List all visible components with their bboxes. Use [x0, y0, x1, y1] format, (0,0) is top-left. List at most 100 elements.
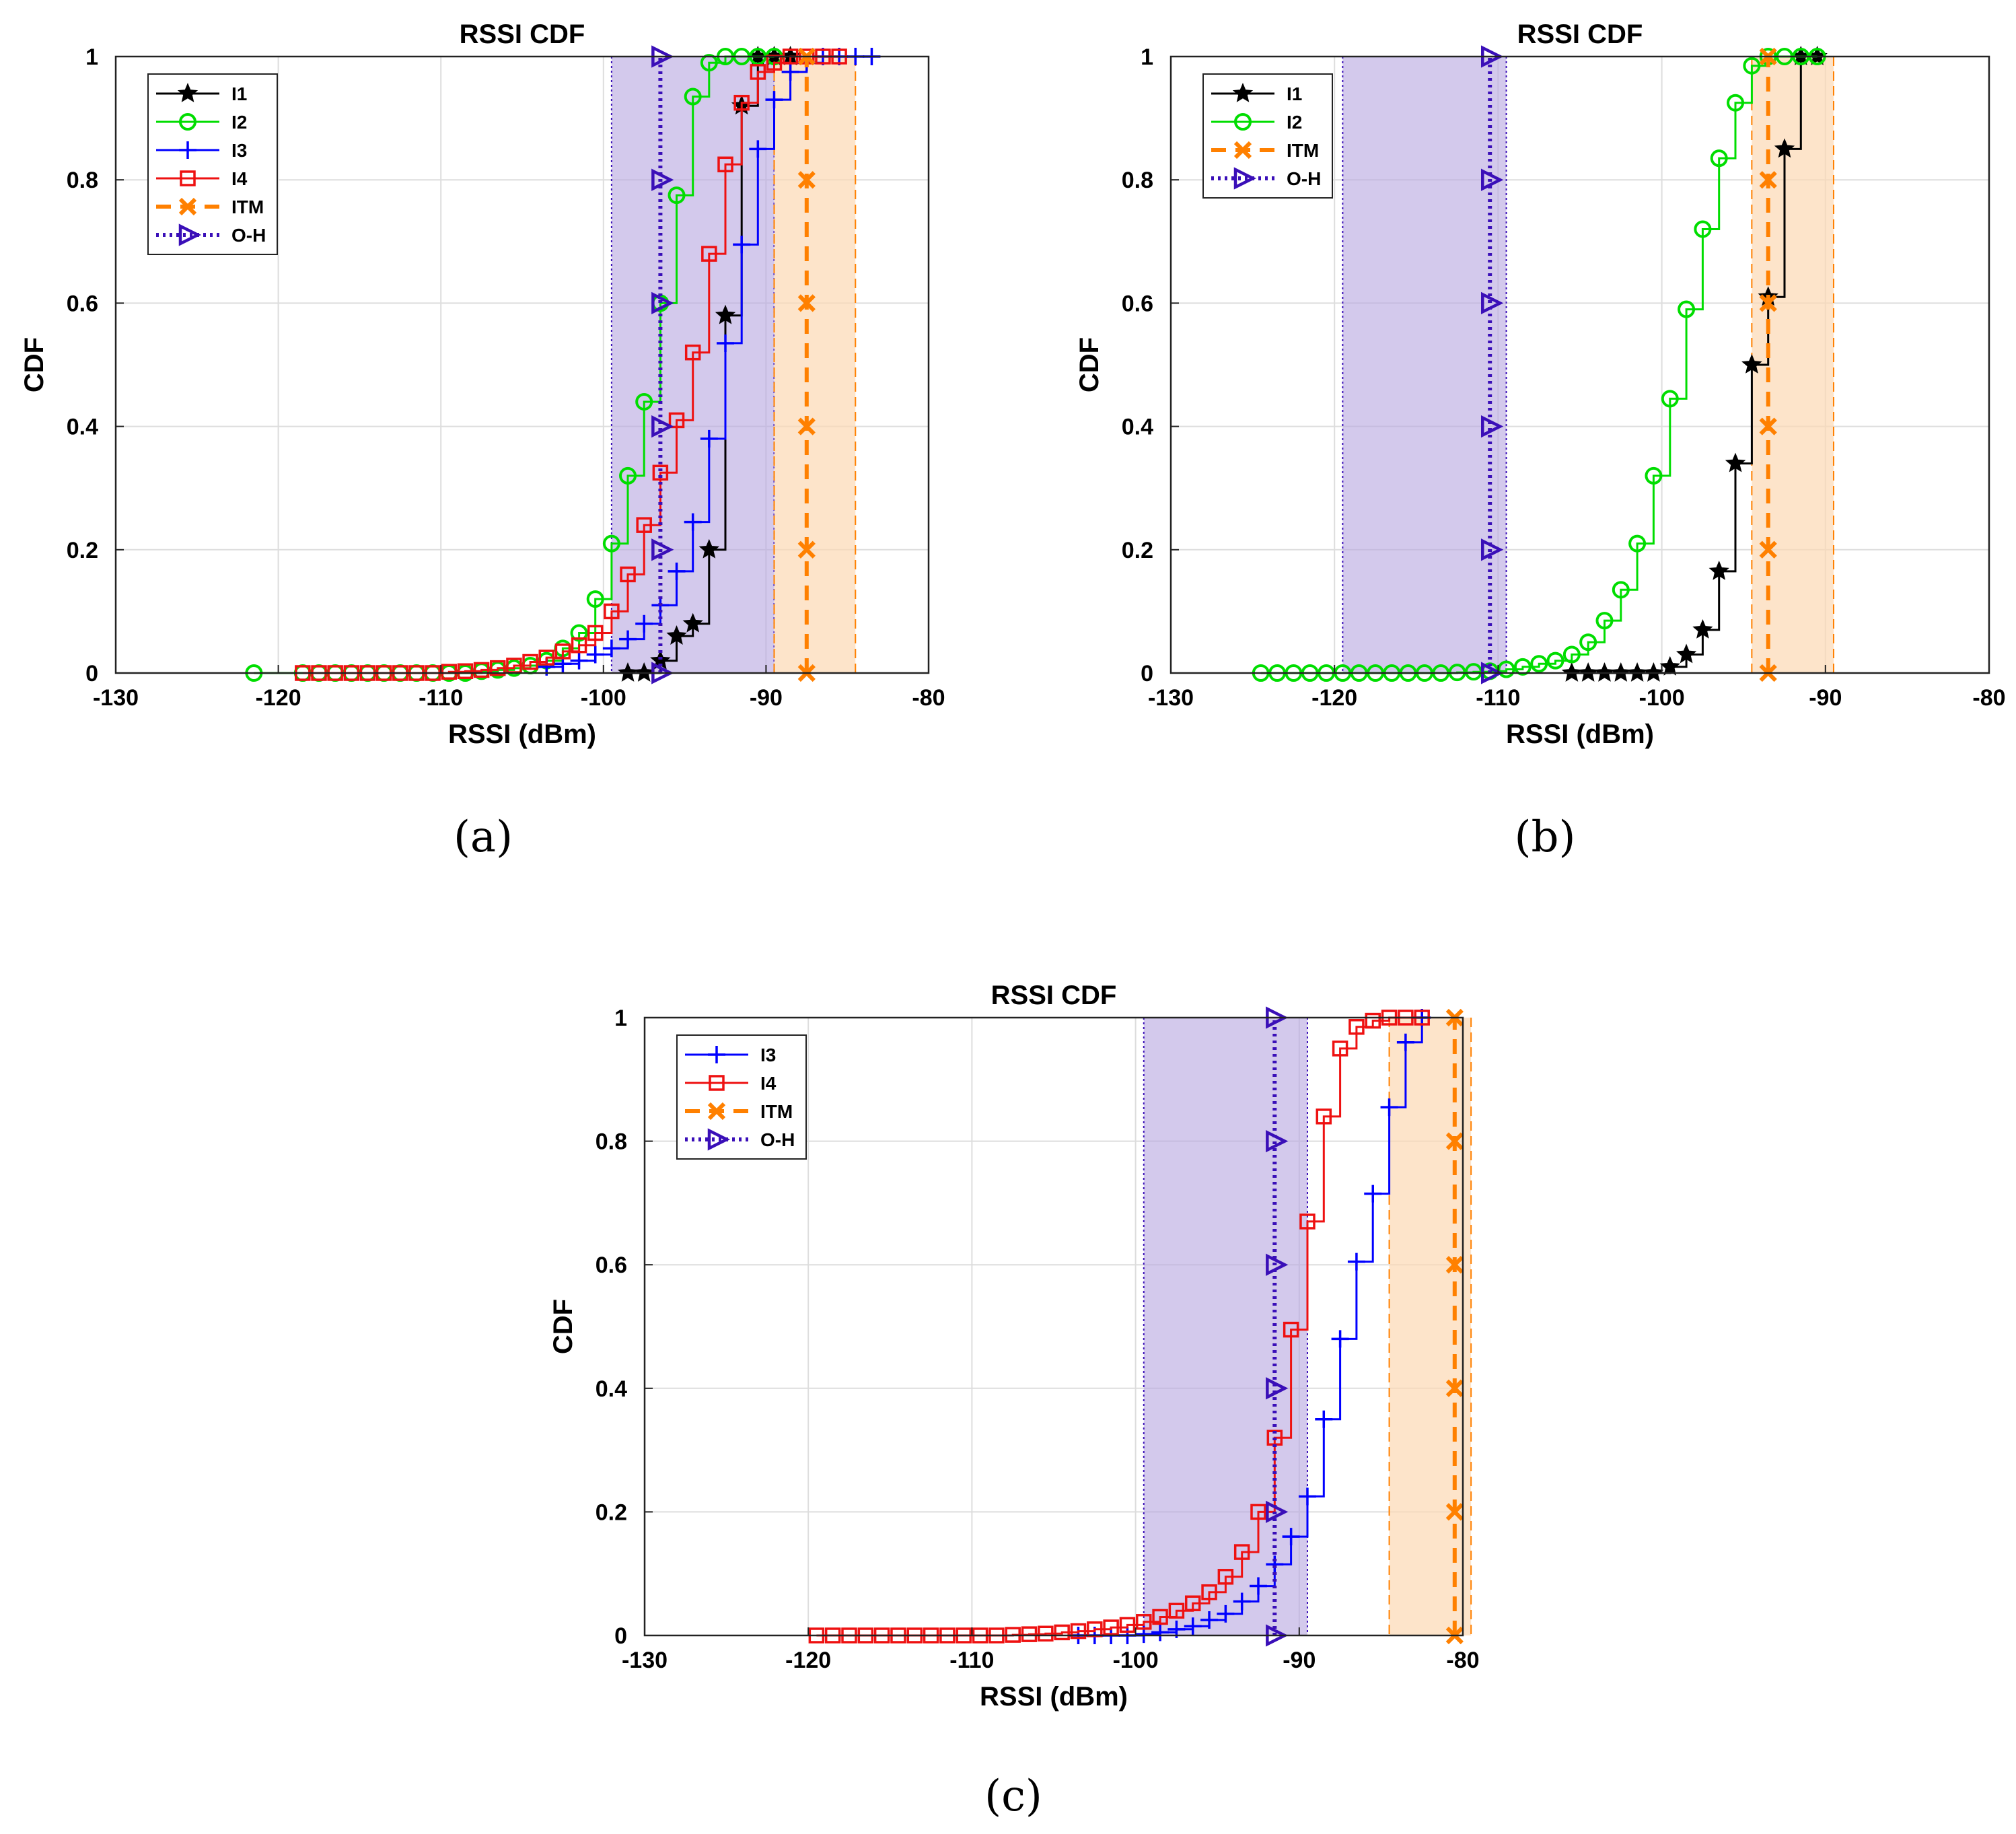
itm-range-band — [774, 57, 856, 673]
data-point-i2 — [1579, 633, 1597, 651]
series-o-h — [651, 45, 674, 684]
data-point-i4 — [636, 517, 652, 533]
itm-range-band — [1389, 1018, 1472, 1635]
legend-label-o-h: O-H — [231, 225, 266, 246]
legend-label-i1: I1 — [1287, 83, 1302, 104]
data-point-i4 — [1332, 1041, 1348, 1057]
data-point-i3 — [700, 429, 718, 448]
legend-label-o-h: O-H — [1287, 168, 1321, 189]
data-point-i4 — [717, 156, 733, 173]
data-point-i3 — [1151, 1623, 1169, 1642]
data-point-i4 — [571, 637, 587, 654]
data-point-i2 — [1661, 390, 1679, 408]
data-point-itm — [1445, 1379, 1464, 1397]
y-tick-label: 0.2 — [596, 1500, 627, 1525]
legend-label-i2: I2 — [1287, 112, 1302, 133]
data-point-i4 — [1201, 1584, 1217, 1600]
data-point-i1 — [1708, 560, 1729, 580]
x-tick-label: -90 — [1283, 1648, 1316, 1673]
series-itm — [1759, 47, 1777, 682]
data-point-itm — [1445, 1132, 1464, 1150]
legend-label-o-h: O-H — [760, 1129, 795, 1150]
data-point-i4 — [1070, 1623, 1087, 1639]
x-tick-label: -80 — [1972, 685, 2005, 711]
x-tick-label: -100 — [1639, 685, 1685, 711]
x-tick-label: -130 — [93, 685, 139, 711]
y-tick-label: 1 — [85, 44, 98, 70]
legend-label-i3: I3 — [231, 140, 247, 161]
data-point-i4 — [473, 662, 490, 678]
data-point-i2 — [1612, 581, 1630, 599]
chart-panel-a: -130 -120 -110 -100 -90 -80 0 0.2 0.4 0.6 0.8 1 RSSI… — [20, 20, 945, 862]
legend-label-i1: I1 — [231, 83, 247, 104]
data-point-i1 — [698, 538, 720, 559]
x-tick-label: -100 — [581, 685, 626, 711]
data-point-i3 — [1266, 1555, 1284, 1574]
data-point-i2 — [586, 590, 604, 608]
data-point-i2 — [1628, 534, 1647, 553]
data-point-i2 — [1530, 655, 1548, 673]
data-point-i3 — [765, 91, 783, 109]
data-point-i2 — [602, 534, 620, 553]
data-point-itm — [797, 540, 816, 559]
data-point-i2 — [1727, 94, 1745, 112]
data-point-i3 — [1347, 1253, 1365, 1271]
panel-caption: (b) — [1515, 812, 1576, 862]
legend-marker-i1 — [1232, 83, 1254, 102]
data-point-i2 — [700, 54, 718, 72]
data-point-i4 — [684, 344, 701, 361]
y-tick-label: 0.6 — [596, 1253, 627, 1278]
data-point-i4 — [457, 663, 474, 680]
data-point-itm — [1759, 540, 1777, 559]
x-tick-label: -80 — [912, 685, 945, 711]
data-point-i3 — [1282, 1528, 1300, 1546]
data-point-i4 — [1021, 1626, 1038, 1642]
data-point-itm — [797, 171, 816, 189]
x-tick-label: -80 — [1446, 1648, 1479, 1673]
data-point-o-h — [1480, 168, 1504, 191]
x-axis-label: RSSI (dBm) — [448, 719, 596, 749]
legend: I1 I2 ITM O-H — [1202, 73, 1333, 199]
data-point-i4 — [701, 246, 717, 262]
data-point-i3 — [1364, 1185, 1382, 1203]
data-point-i1 — [682, 612, 703, 633]
legend-box — [147, 73, 278, 255]
data-point-i4 — [1316, 1108, 1332, 1125]
y-axis-label: CDF — [20, 337, 49, 392]
axes-frame — [643, 1016, 1464, 1637]
data-point-i3 — [1217, 1604, 1235, 1623]
data-point-i4 — [1152, 1609, 1168, 1625]
legend-marker-i2 — [179, 113, 196, 131]
data-point-i3 — [749, 140, 767, 158]
data-point-i2 — [1497, 660, 1515, 678]
data-point-itm — [1759, 417, 1777, 435]
data-point-i4 — [652, 464, 669, 481]
data-point-i3 — [1250, 1577, 1267, 1595]
data-point-o-h — [1266, 1129, 1289, 1153]
y-tick-label: 0.8 — [596, 1129, 627, 1155]
y-tick-label: 0.8 — [67, 168, 98, 193]
legend-marker-i3 — [708, 1046, 725, 1063]
data-point-i2 — [1694, 220, 1712, 238]
x-axis-label: RSSI (dBm) — [980, 1682, 1128, 1712]
data-point-i4 — [1103, 1619, 1119, 1635]
data-point-i4 — [490, 660, 506, 676]
data-point-i2 — [570, 624, 588, 642]
panel-caption: (c) — [984, 1771, 1042, 1821]
legend-label-i3: I3 — [760, 1045, 776, 1065]
x-tick-label: -110 — [949, 1648, 994, 1673]
data-point-itm — [1759, 171, 1777, 189]
chart-title: RSSI CDF — [991, 981, 1117, 1010]
data-point-i4 — [538, 649, 554, 666]
data-point-i3 — [1184, 1617, 1202, 1635]
data-point-i1 — [1643, 662, 1664, 682]
data-point-i4 — [1283, 1321, 1299, 1338]
data-point-i4 — [1250, 1504, 1266, 1520]
y-tick-label: 0.4 — [67, 415, 98, 440]
data-point-i1 — [1774, 138, 1795, 158]
data-point-i3 — [570, 651, 588, 670]
legend-marker-itm — [707, 1102, 726, 1121]
series-o-h — [1266, 1006, 1289, 1647]
legend-marker-o-h — [178, 223, 202, 246]
legend-label-i4: I4 — [760, 1073, 777, 1094]
